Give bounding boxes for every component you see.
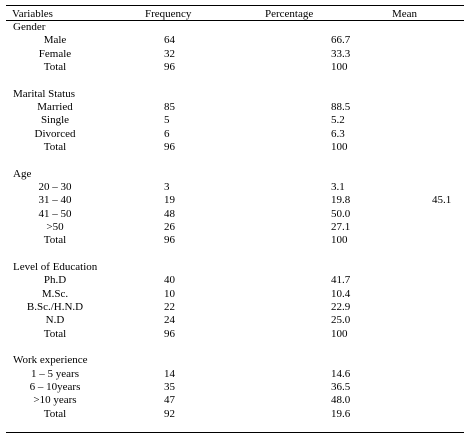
header-variables: Variables <box>12 8 53 20</box>
row-percentage: 33.3 <box>331 47 351 60</box>
row-percentage: 3.1 <box>331 181 345 193</box>
row-percentage: 36.5 <box>331 380 351 393</box>
row-label: >50 <box>46 220 64 233</box>
row-frequency: 96 <box>164 234 175 247</box>
row-frequency: 24 <box>164 314 175 327</box>
section-title: Gender <box>13 21 46 33</box>
row-label: Total <box>43 234 67 247</box>
row-label: Total <box>43 327 67 340</box>
row-frequency: 40 <box>164 274 175 287</box>
row-frequency: 47 <box>164 394 175 407</box>
row-label: Total <box>43 140 67 153</box>
row-percentage: 100 <box>331 327 348 340</box>
row-frequency: 85 <box>164 101 175 113</box>
row-label: Single <box>40 114 70 127</box>
row-frequency: 5 <box>164 114 170 127</box>
row-label: 31 – 40 <box>38 194 72 207</box>
row-percentage: 22.9 <box>331 300 351 313</box>
row-percentage: 88.5 <box>331 101 351 113</box>
row-percentage: 6.3 <box>331 127 345 140</box>
row-label: Divorced <box>34 127 76 140</box>
row-label: Male <box>43 34 67 47</box>
row-percentage: 100 <box>331 140 348 153</box>
row-frequency: 26 <box>164 220 175 233</box>
row-label: Ph.D <box>43 274 67 287</box>
row-frequency: 19 <box>164 194 175 207</box>
row-frequency: 96 <box>164 327 175 340</box>
header-rule <box>6 20 464 21</box>
row-label: 41 – 50 <box>38 207 72 220</box>
row-percentage: 100 <box>331 234 348 247</box>
row-frequency: 22 <box>164 300 175 313</box>
row-label: 20 – 30 <box>38 181 72 193</box>
row-frequency: 10 <box>164 287 175 300</box>
section-title: Work experience <box>13 354 88 367</box>
row-frequency: 64 <box>164 34 175 47</box>
row-label: M.Sc. <box>41 287 69 300</box>
row-percentage: 5.2 <box>331 114 345 127</box>
row-label: Total <box>43 407 67 420</box>
row-percentage: 19.6 <box>331 407 351 420</box>
row-frequency: 6 <box>164 127 170 140</box>
row-label: Married <box>37 101 73 113</box>
row-frequency: 96 <box>164 140 175 153</box>
row-frequency: 3 <box>164 181 170 193</box>
row-percentage: 100 <box>331 60 348 73</box>
header-mean: Mean <box>392 8 418 20</box>
row-label: >10 years <box>33 394 77 407</box>
row-frequency: 48 <box>164 207 175 220</box>
section-title: Level of Education <box>13 261 98 273</box>
row-label: N.D <box>45 314 65 327</box>
header-frequency: Frequency <box>145 8 192 20</box>
row-frequency: 92 <box>164 407 175 420</box>
row-percentage: 14.6 <box>331 367 351 380</box>
row-percentage: 25.0 <box>331 314 351 327</box>
section-title: Age <box>13 167 32 180</box>
row-percentage: 19.8 <box>331 194 351 207</box>
header-percentage: Percentage <box>265 8 314 20</box>
top-rule <box>6 5 464 6</box>
row-frequency: 14 <box>164 367 175 380</box>
section-title: Marital Status <box>13 87 76 100</box>
row-frequency: 35 <box>164 380 175 393</box>
row-label: Total <box>43 60 67 73</box>
row-percentage: 41.7 <box>331 274 351 287</box>
row-label: Female <box>38 47 72 60</box>
row-mean: 45.1 <box>432 194 452 207</box>
row-label: 6 – 10years <box>29 380 81 393</box>
row-percentage: 50.0 <box>331 207 351 220</box>
row-label: 1 – 5 years <box>31 367 79 380</box>
row-label: B.Sc./H.N.D <box>26 300 84 313</box>
row-frequency: 32 <box>164 47 175 60</box>
row-frequency: 96 <box>164 60 175 73</box>
bottom-rule <box>6 432 464 433</box>
row-percentage: 48.0 <box>331 394 351 407</box>
row-percentage: 27.1 <box>331 220 351 233</box>
row-percentage: 10.4 <box>331 287 351 300</box>
row-percentage: 66.7 <box>331 34 351 47</box>
